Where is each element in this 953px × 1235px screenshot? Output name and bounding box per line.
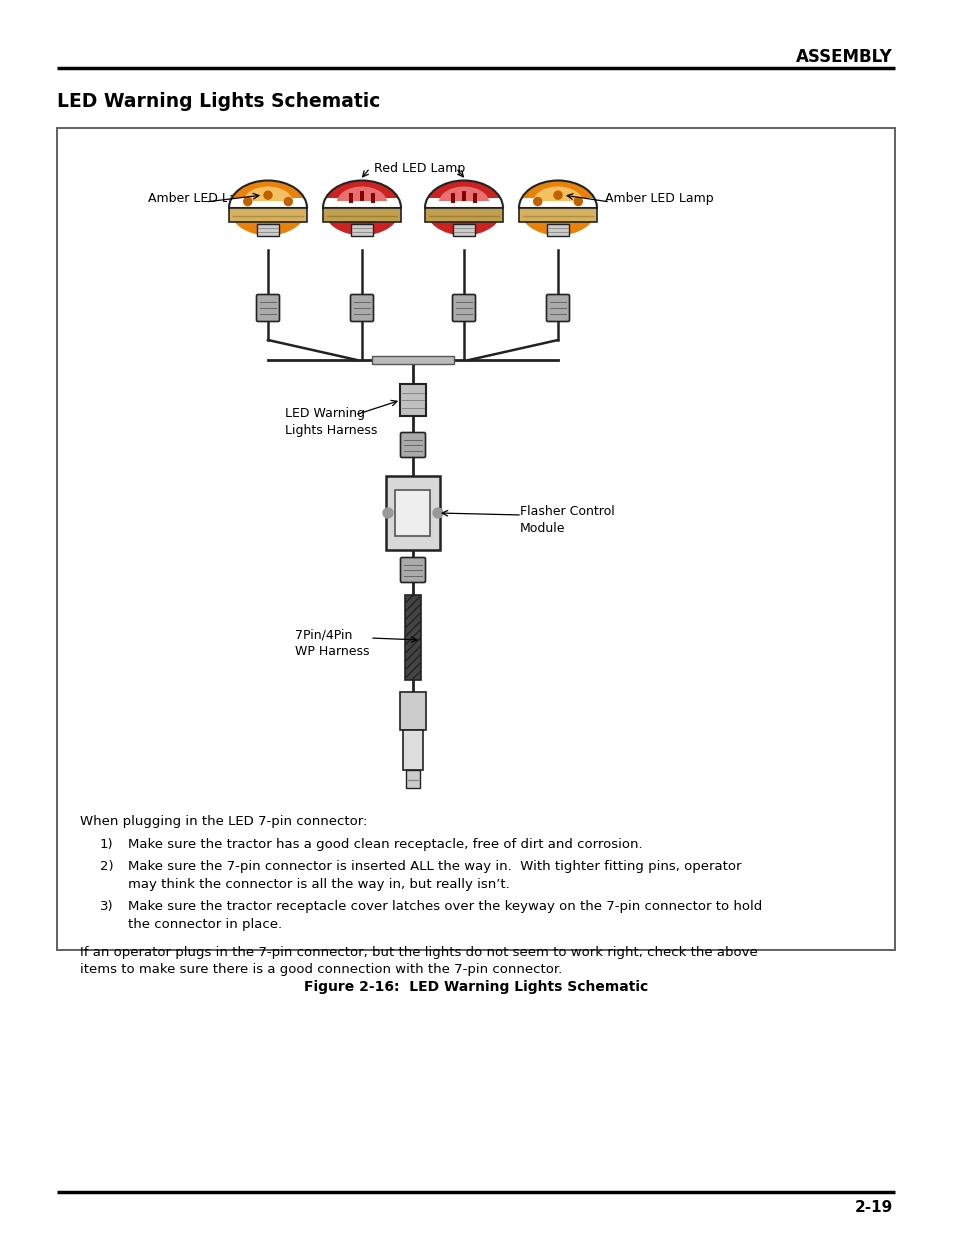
Text: If an operator plugs in the 7-pin connector, but the lights do not seem to work : If an operator plugs in the 7-pin connec… xyxy=(80,946,757,960)
Bar xyxy=(424,207,502,222)
Text: 7Pin/4Pin
WP Harness: 7Pin/4Pin WP Harness xyxy=(294,629,369,658)
Bar xyxy=(351,224,373,236)
Bar xyxy=(372,356,454,364)
Text: Flasher Control
Module: Flasher Control Module xyxy=(519,505,614,535)
Bar xyxy=(517,198,598,216)
Ellipse shape xyxy=(229,180,307,236)
Bar xyxy=(422,198,504,216)
FancyBboxPatch shape xyxy=(400,557,425,583)
FancyBboxPatch shape xyxy=(400,432,425,457)
Ellipse shape xyxy=(518,180,597,236)
Bar xyxy=(227,198,309,216)
Bar xyxy=(57,128,894,950)
Bar xyxy=(406,769,419,788)
Circle shape xyxy=(554,191,561,199)
Bar xyxy=(451,193,455,203)
Ellipse shape xyxy=(323,180,400,236)
Bar xyxy=(518,207,597,222)
FancyBboxPatch shape xyxy=(350,294,374,321)
Text: may think the connector is all the way in, but really isn’t.: may think the connector is all the way i… xyxy=(128,878,509,890)
Text: LED Warning Lights Schematic: LED Warning Lights Schematic xyxy=(57,91,380,111)
Text: Amber LED Lamp: Amber LED Lamp xyxy=(604,191,713,205)
Text: ASSEMBLY: ASSEMBLY xyxy=(796,48,892,65)
Text: the connector in place.: the connector in place. xyxy=(128,918,282,931)
Bar xyxy=(402,730,422,769)
Text: Make sure the tractor receptacle cover latches over the keyway on the 7-pin conn: Make sure the tractor receptacle cover l… xyxy=(128,900,761,913)
Bar xyxy=(227,201,309,216)
Ellipse shape xyxy=(424,180,502,236)
Bar xyxy=(546,224,568,236)
Bar xyxy=(323,207,400,222)
FancyBboxPatch shape xyxy=(256,294,279,321)
Bar xyxy=(371,193,375,203)
Text: 1): 1) xyxy=(100,839,113,851)
Bar xyxy=(395,490,430,536)
Text: 2-19: 2-19 xyxy=(854,1200,892,1215)
Bar xyxy=(461,191,465,201)
Bar xyxy=(320,201,402,216)
Bar xyxy=(422,201,504,216)
Circle shape xyxy=(574,198,581,205)
Bar xyxy=(473,193,476,203)
Bar xyxy=(320,198,402,216)
Ellipse shape xyxy=(532,186,582,220)
Text: items to make sure there is a good connection with the 7-pin connector.: items to make sure there is a good conne… xyxy=(80,963,561,976)
Bar xyxy=(517,201,598,216)
Bar xyxy=(453,224,475,236)
Text: 2): 2) xyxy=(100,860,113,873)
Bar xyxy=(349,193,353,203)
Text: When plugging in the LED 7-pin connector:: When plugging in the LED 7-pin connector… xyxy=(80,815,367,827)
Bar xyxy=(256,224,278,236)
Bar xyxy=(399,692,426,730)
Bar xyxy=(405,595,420,680)
FancyBboxPatch shape xyxy=(386,475,439,550)
Ellipse shape xyxy=(242,186,293,220)
Text: LED Warning
Lights Harness: LED Warning Lights Harness xyxy=(285,408,377,437)
Text: Figure 2-16:  LED Warning Lights Schematic: Figure 2-16: LED Warning Lights Schemati… xyxy=(304,981,647,994)
FancyBboxPatch shape xyxy=(399,384,426,416)
Text: 3): 3) xyxy=(100,900,113,913)
Text: Make sure the tractor has a good clean receptacle, free of dirt and corrosion.: Make sure the tractor has a good clean r… xyxy=(128,839,642,851)
Circle shape xyxy=(264,191,272,199)
Ellipse shape xyxy=(438,186,489,220)
Circle shape xyxy=(433,508,442,517)
Circle shape xyxy=(284,198,292,205)
Ellipse shape xyxy=(336,186,387,220)
Circle shape xyxy=(243,198,252,205)
FancyBboxPatch shape xyxy=(452,294,475,321)
Text: Make sure the 7-pin connector is inserted ALL the way in.  With tighter fitting : Make sure the 7-pin connector is inserte… xyxy=(128,860,740,873)
Text: Red LED Lamp: Red LED Lamp xyxy=(374,162,465,175)
Bar xyxy=(229,207,307,222)
Circle shape xyxy=(533,198,541,205)
Circle shape xyxy=(382,508,393,517)
Bar xyxy=(359,191,364,201)
FancyBboxPatch shape xyxy=(546,294,569,321)
Text: Amber LED Lamp: Amber LED Lamp xyxy=(148,191,256,205)
